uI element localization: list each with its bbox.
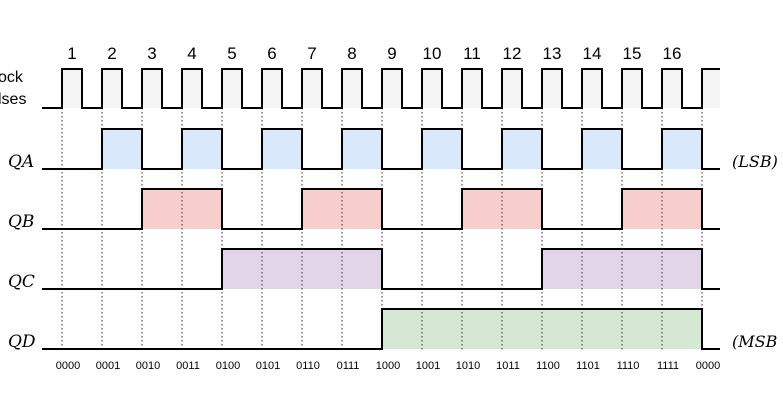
state-label: 0110	[296, 360, 320, 372]
pulse-number: 9	[387, 44, 396, 63]
state-label: 1011	[496, 360, 520, 372]
state-label: 1110	[617, 360, 640, 372]
pulse-number: 1	[67, 44, 76, 63]
pulse-number: 8	[347, 44, 356, 63]
waveform-fills	[42, 69, 720, 349]
state-label: 0010	[136, 360, 160, 372]
qa-high-region	[182, 129, 222, 169]
clock-label-line1: ock	[0, 69, 24, 86]
qa-high-region	[662, 129, 702, 169]
pulse-number: 3	[147, 44, 156, 63]
state-label: 1101	[576, 360, 600, 372]
waveforms	[42, 68, 720, 350]
pulse-number: 10	[423, 44, 442, 63]
qa-label: QA	[8, 152, 34, 172]
pulse-number: 2	[107, 44, 116, 63]
state-label: 0101	[256, 360, 280, 372]
pulse-number: 13	[543, 44, 562, 63]
qa-high-region	[262, 129, 302, 169]
qa-high-region	[422, 129, 462, 169]
clock-waveform	[42, 68, 720, 109]
state-label: 1010	[456, 360, 480, 372]
qd-waveform	[42, 308, 720, 350]
state-label: 0001	[96, 360, 120, 372]
state-label: 1111	[657, 360, 679, 372]
state-label: 1001	[416, 360, 440, 372]
qa-side-note: (LSB)	[732, 152, 778, 171]
qc-waveform	[42, 248, 720, 290]
qa-high-region	[582, 129, 622, 169]
state-label: 0000	[56, 360, 80, 372]
state-label: 1000	[376, 360, 400, 372]
qa-waveform	[42, 128, 720, 170]
qa-high-region	[342, 129, 382, 169]
pulse-number: 11	[463, 44, 481, 63]
qb-label: QB	[8, 212, 34, 232]
state-label: 1100	[536, 360, 560, 372]
pulse-number: 12	[503, 44, 522, 63]
clock-fill	[42, 69, 720, 108]
state-label: 0111	[337, 360, 360, 372]
pulse-number: 4	[187, 44, 196, 63]
pulse-number: 14	[583, 44, 602, 63]
qd-label: QD	[8, 332, 36, 352]
qa-high-region	[502, 129, 542, 169]
pulse-number: 6	[267, 44, 276, 63]
qd-side-note: (MSB	[732, 332, 778, 351]
state-label: 0000	[696, 360, 720, 372]
pulse-number: 15	[623, 44, 642, 63]
pulse-number: 7	[307, 44, 316, 63]
pulse-number: 5	[227, 44, 236, 63]
state-label: 0011	[176, 360, 200, 372]
clock-label-line2: lses	[0, 91, 26, 108]
pulse-number: 16	[663, 44, 682, 63]
qc-label: QC	[8, 272, 35, 292]
qb-waveform	[42, 188, 720, 230]
qa-high-region	[102, 129, 142, 169]
state-label: 0100	[216, 360, 240, 372]
